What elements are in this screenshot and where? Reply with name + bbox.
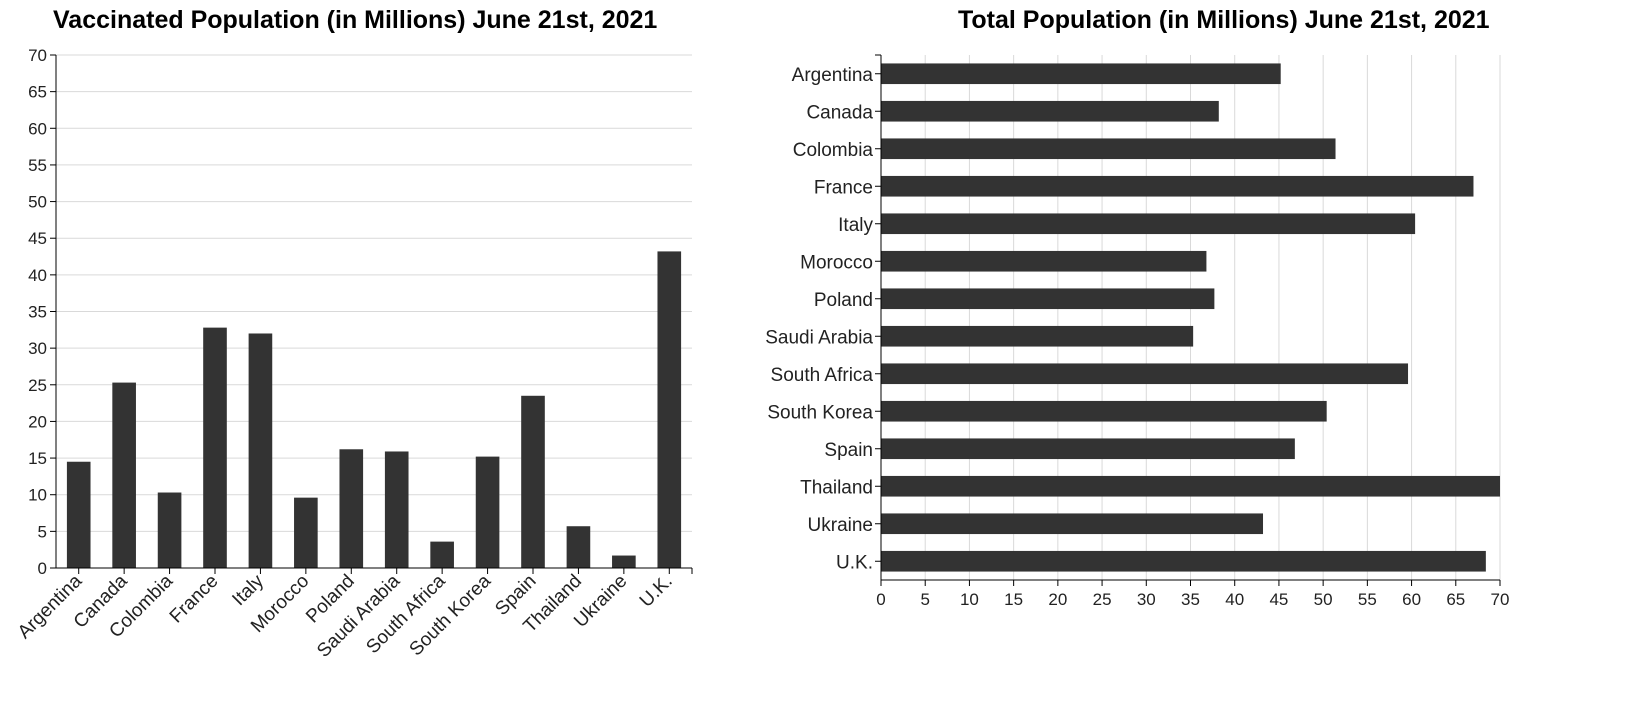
- bar: [248, 333, 273, 568]
- y-tick-label: Argentina: [792, 65, 874, 86]
- bar: [430, 541, 454, 568]
- y-tick-label: 50: [28, 193, 47, 212]
- bar: [384, 451, 409, 568]
- y-tick-label: 5: [38, 522, 47, 541]
- x-tick-label: 65: [1446, 590, 1465, 609]
- bar: [881, 288, 1215, 310]
- bar: [881, 438, 1295, 460]
- x-tick-label: 35: [1181, 590, 1200, 609]
- population-chart-title: Total Population (in Millions) June 21st…: [958, 6, 1490, 34]
- y-tick-label: 20: [28, 412, 47, 431]
- y-tick-label: 60: [28, 119, 47, 138]
- y-tick-label: Colombia: [793, 140, 874, 161]
- bar: [881, 513, 1264, 535]
- bar: [612, 555, 636, 568]
- y-tick-label: Italy: [838, 215, 873, 236]
- y-tick-label: Saudi Arabia: [765, 327, 873, 348]
- bar: [881, 400, 1327, 422]
- bar: [881, 63, 1281, 85]
- bar: [881, 363, 1409, 385]
- y-tick-label: 15: [28, 449, 47, 468]
- bar: [881, 138, 1336, 160]
- y-tick-label: 0: [38, 559, 47, 578]
- bar: [881, 213, 1416, 235]
- y-tick-label: Morocco: [800, 252, 873, 273]
- y-tick-label: 10: [28, 486, 47, 505]
- bar: [657, 251, 682, 569]
- y-tick-label: 40: [28, 266, 47, 285]
- bar: [566, 526, 591, 568]
- x-tick-label: 15: [1004, 590, 1023, 609]
- y-tick-label: South Africa: [771, 365, 874, 386]
- x-tick-label: 10: [960, 590, 979, 609]
- y-tick-label: Canada: [806, 102, 873, 123]
- x-tick-label: 40: [1225, 590, 1244, 609]
- y-tick-label: South Korea: [767, 402, 873, 423]
- y-tick-label: U.K.: [836, 552, 873, 573]
- x-tick-label: 50: [1314, 590, 1333, 609]
- x-tick-label: 25: [1093, 590, 1112, 609]
- y-tick-label: 35: [28, 303, 47, 322]
- x-tick-label: 5: [920, 590, 929, 609]
- y-tick-label: Thailand: [800, 477, 873, 498]
- y-tick-label: Ukraine: [808, 515, 873, 536]
- bar: [881, 250, 1207, 272]
- bar: [521, 395, 545, 568]
- bar: [157, 492, 182, 568]
- vaccinated-chart-title: Vaccinated Population (in Millions) June…: [53, 6, 658, 34]
- bar: [881, 175, 1474, 197]
- x-tick-label: 0: [876, 590, 885, 609]
- bar: [294, 497, 318, 568]
- bar: [475, 456, 500, 568]
- bar: [203, 327, 227, 568]
- bar: [881, 550, 1486, 572]
- x-tick-label: 45: [1269, 590, 1288, 609]
- bar: [66, 461, 91, 568]
- bar: [112, 382, 136, 568]
- y-tick-label: Poland: [814, 290, 873, 311]
- y-tick-label: 45: [28, 229, 47, 248]
- bar: [881, 325, 1194, 347]
- x-tick-label: 20: [1048, 590, 1067, 609]
- y-tick-label: 30: [28, 339, 47, 358]
- vaccinated-bar-chart: 0510152025303540455055606570ArgentinaCan…: [14, 46, 693, 662]
- x-tick-label: 55: [1358, 590, 1377, 609]
- bar: [881, 475, 1500, 497]
- x-tick-label: 30: [1137, 590, 1156, 609]
- bar: [881, 100, 1219, 122]
- y-tick-label: 25: [28, 376, 47, 395]
- y-tick-label: 70: [28, 46, 47, 65]
- x-tick-label: 60: [1402, 590, 1421, 609]
- y-tick-label: 55: [28, 156, 47, 175]
- y-tick-label: 65: [28, 83, 47, 102]
- bar: [339, 449, 364, 568]
- y-tick-label: France: [814, 177, 873, 198]
- y-tick-label: Spain: [824, 440, 873, 461]
- x-tick-label: 70: [1491, 590, 1510, 609]
